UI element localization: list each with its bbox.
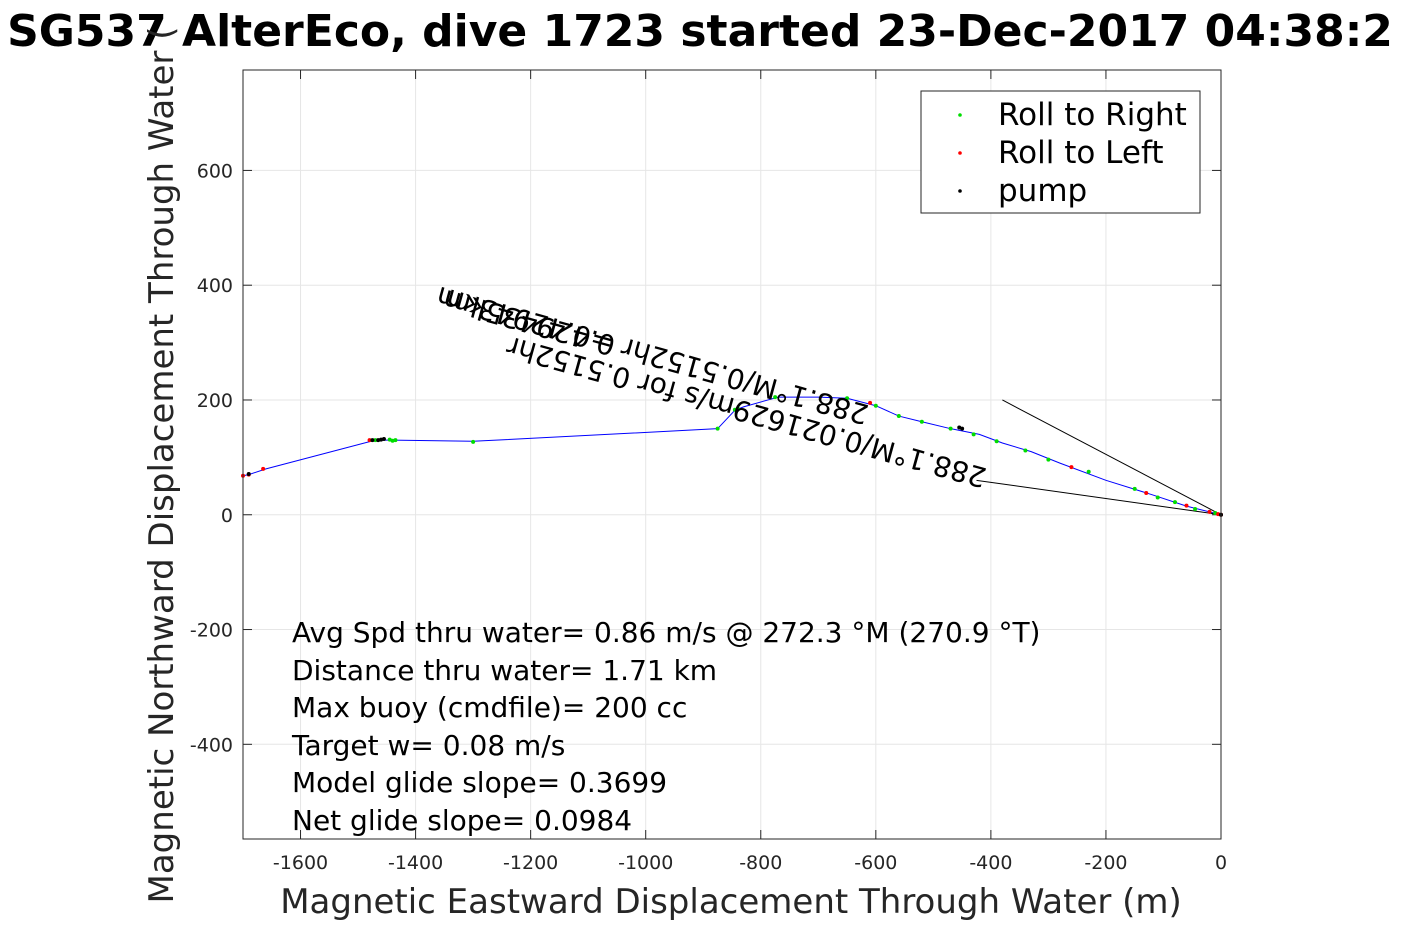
roll-right-point: [732, 407, 737, 412]
x-tick-label: -600: [854, 852, 897, 874]
roll-left-point: [367, 438, 372, 443]
legend-marker-roll-left: [958, 151, 962, 155]
legend-label-roll-left: Roll to Left: [998, 135, 1164, 171]
current-vector-line: [1002, 399, 1222, 516]
pump-point: [370, 438, 375, 443]
vector-layer: [976, 399, 1222, 516]
roll-right-point: [971, 432, 976, 437]
pump-point: [246, 472, 251, 477]
x-tick-label: -800: [739, 852, 782, 874]
roll-right-point: [948, 426, 953, 431]
roll-right-point: [1132, 486, 1137, 491]
x-tick-label: -200: [1084, 852, 1127, 874]
roll-right-point: [1023, 448, 1028, 453]
roll-right-point: [845, 396, 850, 401]
chart-title: SG537 AlterEco, dive 1723 started 23-Dec…: [7, 6, 1393, 57]
legend-marker-pump: [958, 189, 962, 193]
roll-left-point: [261, 466, 266, 471]
x-tick-label: 0: [1215, 852, 1227, 874]
x-tick-label: -1200: [503, 852, 558, 874]
dive-stats: Avg Spd thru water= 0.86 m/s @ 272.3 °M …: [291, 616, 1040, 837]
legend-marker-roll-right: [958, 113, 962, 117]
roll-left-point: [1184, 503, 1189, 508]
roll-right-point: [994, 439, 999, 444]
roll-right-point: [387, 437, 392, 442]
y-tick-label: 600: [197, 160, 233, 182]
current-vector-line: [976, 479, 1222, 516]
pump-point: [957, 425, 962, 430]
roll-right-point: [896, 414, 901, 419]
legend-box: [920, 90, 1201, 214]
stat-max-buoy: Max buoy (cmdfile)= 200 cc: [292, 691, 687, 724]
stat-target-w: Target w= 0.08 m/s: [291, 729, 565, 762]
y-tick-label: 200: [197, 390, 233, 412]
plot-frame: [242, 69, 1222, 840]
y-tick-label: 0: [221, 505, 233, 527]
roll-right-point: [773, 395, 778, 400]
roll-left-point: [1144, 490, 1149, 495]
roll-right-point: [1172, 500, 1177, 505]
roll-right-point: [873, 403, 878, 408]
roll-right-point: [715, 426, 720, 431]
legend: Roll to Right Roll to Left pump: [920, 90, 1201, 214]
legend-label-roll-right: Roll to Right: [998, 97, 1187, 133]
x-tick-label: -400: [969, 852, 1012, 874]
stat-net-glide-slope: Net glide slope= 0.0984: [292, 804, 632, 837]
roll-left-point: [868, 400, 873, 405]
roll-left-point: [1069, 465, 1074, 470]
y-tick-label: -400: [190, 734, 233, 756]
points-layer: [241, 395, 1223, 517]
x-tick-label: -1000: [618, 852, 673, 874]
roll-right-point: [1046, 457, 1051, 462]
roll-right-point: [373, 438, 378, 443]
roll-left-point: [1207, 509, 1212, 514]
roll-right-point: [1086, 469, 1091, 474]
roll-right-point: [471, 439, 476, 444]
y-tick-label: -200: [190, 620, 233, 642]
roll-right-point: [1155, 495, 1160, 500]
stat-model-glide-slope: Model glide slope= 0.3699: [292, 766, 667, 799]
x-tick-label: -1400: [388, 852, 443, 874]
roll-right-point: [1193, 507, 1198, 512]
y-axis-label: Magnetic Northward Displacement Through …: [142, 27, 182, 904]
pump-point: [376, 438, 381, 443]
x-axis-label: Magnetic Eastward Displacement Through W…: [280, 882, 1182, 922]
x-tick-label: -1600: [273, 852, 328, 874]
stat-distance: Distance thru water= 1.71 km: [292, 654, 717, 687]
y-tick-label: 400: [197, 275, 233, 297]
stat-avg-speed: Avg Spd thru water= 0.86 m/s @ 272.3 °M …: [292, 616, 1040, 649]
legend-label-pump: pump: [998, 173, 1087, 209]
axis-ticks: -1600 -1400 -1200 -1000 -800 -600 -400 -200 0 -40…: [190, 70, 1227, 874]
roll-right-point: [919, 419, 924, 424]
